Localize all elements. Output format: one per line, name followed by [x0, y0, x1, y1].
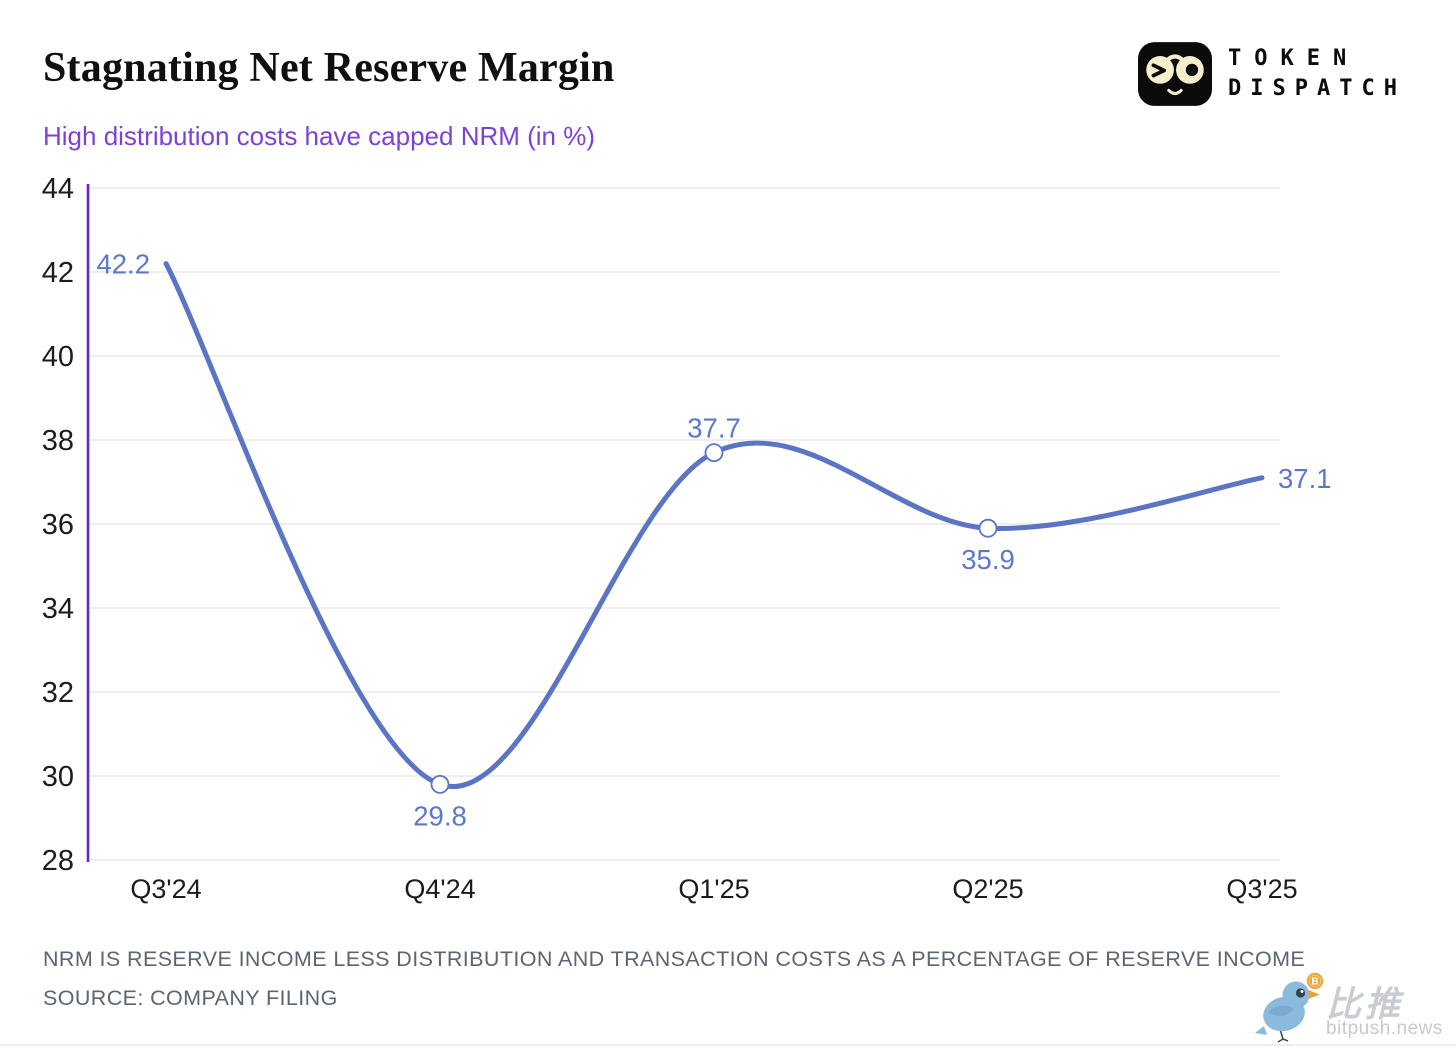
x-tick-label: Q4'24: [404, 874, 475, 904]
data-point-label: 37.7: [687, 413, 741, 444]
brand-wordmark: TOKEN DISPATCH: [1228, 46, 1406, 101]
y-tick-label: 30: [42, 761, 74, 793]
bitpush-watermark: B 比推 bitpush.news: [1254, 972, 1442, 1044]
brand-line2: DISPATCH: [1228, 75, 1406, 101]
x-tick-label: Q3'24: [130, 874, 201, 904]
y-tick-label: 44: [42, 173, 74, 205]
bitpush-site: bitpush.news: [1326, 1018, 1443, 1039]
bottom-divider: [0, 1044, 1456, 1046]
bitpush-bird-icon: B: [1255, 972, 1324, 1043]
data-point-label: 37.1: [1278, 463, 1332, 494]
data-point-marker: [430, 775, 450, 794]
bitpush-name-cn: 比推: [1326, 985, 1405, 1024]
chart-source: SOURCE: COMPANY FILING: [43, 986, 338, 1010]
token-dispatch-mark-icon: [1138, 42, 1213, 106]
brand-line1: TOKEN: [1228, 46, 1360, 72]
y-tick-label: 38: [42, 425, 74, 457]
data-point-marker: [704, 443, 724, 463]
x-tick-label: Q2'25: [952, 874, 1023, 904]
chart-subtitle: High distribution costs have capped NRM …: [43, 121, 596, 151]
nrm-series-line: [163, 261, 1265, 790]
chart-title: Stagnating Net Reserve Margin: [43, 45, 615, 91]
chart-footnote: NRM IS RESERVE INCOME LESS DISTRIBUTION …: [43, 947, 1306, 971]
data-point-label: 29.8: [413, 800, 467, 831]
y-tick-label: 32: [42, 677, 74, 709]
data-point-marker: [978, 518, 998, 538]
y-tick-label: 40: [42, 341, 74, 373]
data-point-label: 35.9: [961, 544, 1015, 575]
token-dispatch-logo: TOKEN DISPATCH: [1138, 42, 1406, 106]
svg-text:B: B: [1311, 977, 1318, 988]
x-tick-label: Q1'25: [678, 874, 749, 904]
y-tick-label: 28: [42, 845, 74, 877]
y-tick-label: 36: [42, 509, 74, 541]
y-tick-label: 42: [42, 257, 74, 289]
x-tick-label: Q3'25: [1226, 874, 1297, 904]
data-point-label: 42.2: [96, 249, 150, 280]
y-tick-label: 34: [42, 593, 74, 625]
